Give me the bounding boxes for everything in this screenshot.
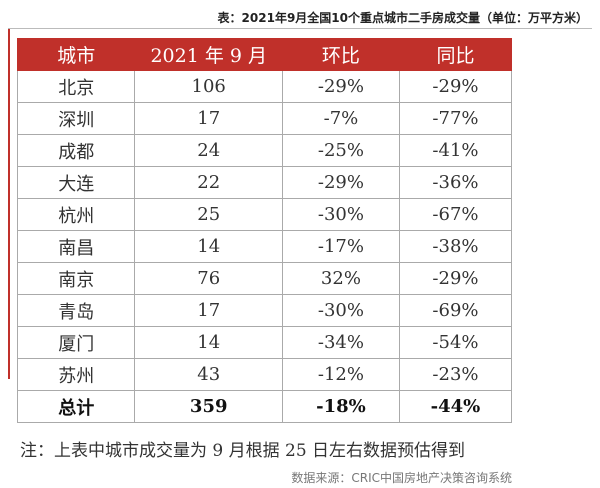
table-cell: 大连: [16, 166, 136, 199]
note: 注：上表中城市成交量为 9 月根据 25 日左右数据预估得到: [20, 441, 466, 461]
total-cell: -18%: [281, 390, 400, 423]
table-cell: 25: [134, 198, 283, 231]
table-cell: -29%: [398, 70, 513, 103]
table-cell: 14: [134, 230, 283, 263]
table-row: 北京 106 -29% -29%: [16, 70, 513, 103]
table-cell: 苏州: [16, 358, 136, 391]
table-cell: 106: [134, 70, 283, 103]
table-cell: 北京: [16, 70, 136, 103]
header-cell: 2021 年 9 月: [134, 38, 283, 71]
table-cell: -41%: [398, 134, 513, 167]
table-cell: -67%: [398, 198, 513, 231]
table-cell: 14: [134, 326, 283, 359]
table-row: 大连 22 -29% -36%: [16, 166, 513, 199]
header-cell: 城市: [16, 38, 136, 71]
table-cell: 17: [134, 102, 283, 135]
table-cell: -25%: [281, 134, 400, 167]
data-table: 城市 2021 年 9 月环比 同比 北京 106 -29% -29% 深圳 17 -7% -77…: [16, 38, 513, 423]
table-cell: -12%: [281, 358, 400, 391]
table-row: 苏州 43 -12% -23%: [16, 358, 513, 391]
table-cell: -69%: [398, 294, 513, 327]
table-row: 南京 76 32% -29%: [16, 262, 513, 295]
table-cell: 32%: [281, 262, 400, 295]
table-cell: -36%: [398, 166, 513, 199]
total-cell: 总计: [16, 390, 136, 423]
table-cell: 成都: [16, 134, 136, 167]
table-cell: 青岛: [16, 294, 136, 327]
table-cell: 南京: [16, 262, 136, 295]
table-cell: -34%: [281, 326, 400, 359]
table-row: 青岛 17 -30% -69%: [16, 294, 513, 327]
table-cell: 24: [134, 134, 283, 167]
table-cell: 南昌: [16, 230, 136, 263]
table-cell: -23%: [398, 358, 513, 391]
accent-bar: [8, 29, 10, 379]
table-cell: 76: [134, 262, 283, 295]
table-row: 成都 24 -25% -41%: [16, 134, 513, 167]
table-row: 深圳 17 -7% -77%: [16, 102, 513, 135]
table-cell: -30%: [281, 198, 400, 231]
table-cell: -77%: [398, 102, 513, 135]
table-cell: -29%: [398, 262, 513, 295]
table-row: 厦门 14 -34% -54%: [16, 326, 513, 359]
table-body: 北京 106 -29% -29% 深圳 17 -7% -77% 成都 24 -25% -41% 大连 22…: [16, 70, 513, 423]
table-cell: 厦门: [16, 326, 136, 359]
total-cell: 359: [134, 390, 283, 423]
table-cell: 深圳: [16, 102, 136, 135]
table-cell: -54%: [398, 326, 513, 359]
title: 表：2021年9月全国10个重点城市二手房成交量（单位：万平方米）: [217, 11, 588, 25]
table-cell: -7%: [281, 102, 400, 135]
table-cell: 17: [134, 294, 283, 327]
header-cell: 环比: [281, 38, 400, 71]
source: 数据来源：CRIC中国房地产决策咨询系统: [291, 471, 512, 485]
table-row: 南昌 14 -17% -38%: [16, 230, 513, 263]
header-row: 城市 2021 年 9 月环比 同比: [16, 38, 513, 71]
table-cell: -30%: [281, 294, 400, 327]
table-cell: -29%: [281, 70, 400, 103]
table-cell: 43: [134, 358, 283, 391]
table-cell: -17%: [281, 230, 400, 263]
header-cell: 同比: [398, 38, 513, 71]
table-row: 杭州 25 -30% -67%: [16, 198, 513, 231]
table-cell: 22: [134, 166, 283, 199]
total-cell: -44%: [398, 390, 513, 423]
total-row: 总计 359 -18% -44%: [16, 390, 513, 423]
divider: [8, 28, 592, 29]
table-cell: -38%: [398, 230, 513, 263]
table-cell: 杭州: [16, 198, 136, 231]
table-cell: -29%: [281, 166, 400, 199]
